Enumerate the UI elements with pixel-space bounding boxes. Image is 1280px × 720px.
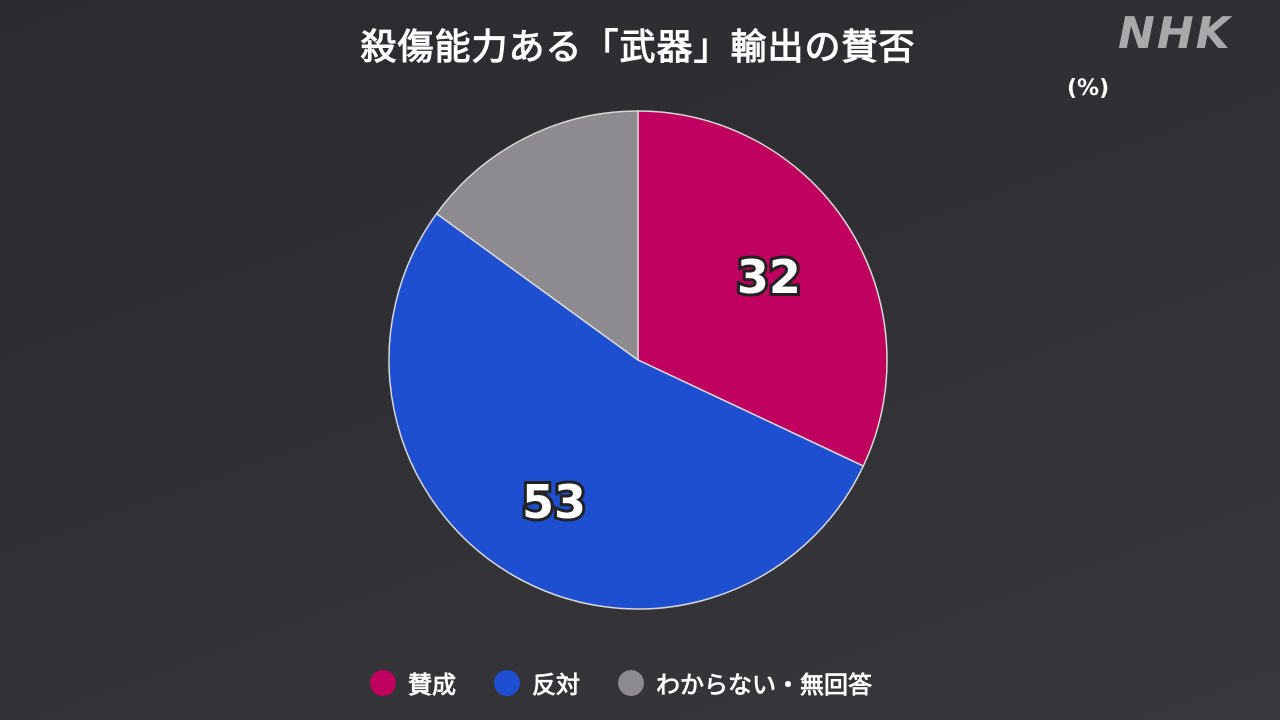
data-label-0: 32 — [737, 250, 801, 304]
legend-swatch — [370, 669, 396, 696]
pie-slice-1 — [388, 212, 865, 610]
legend-item-agree: 賛成 — [370, 665, 456, 700]
legend-swatch — [618, 669, 644, 696]
unit-label: (%) — [1067, 76, 1110, 101]
legend-swatch — [494, 669, 520, 696]
legend-item-oppose: 反対 — [494, 665, 580, 700]
legend: 賛成 反対 わからない・無回答 — [370, 665, 910, 700]
legend-item-unknown: わからない・無回答 — [618, 665, 872, 700]
pie-slice-2 — [435, 110, 639, 362]
legend-label: 賛成 — [408, 671, 456, 699]
chart-title: 殺傷能力ある「武器」輸出の賛否 — [360, 27, 916, 68]
pie-slice-0 — [637, 110, 888, 468]
data-label-1: 53 — [522, 475, 586, 529]
legend-label: 反対 — [532, 671, 580, 699]
nhk-logo: NHK — [1118, 8, 1232, 59]
legend-label: わからない・無回答 — [656, 671, 872, 699]
